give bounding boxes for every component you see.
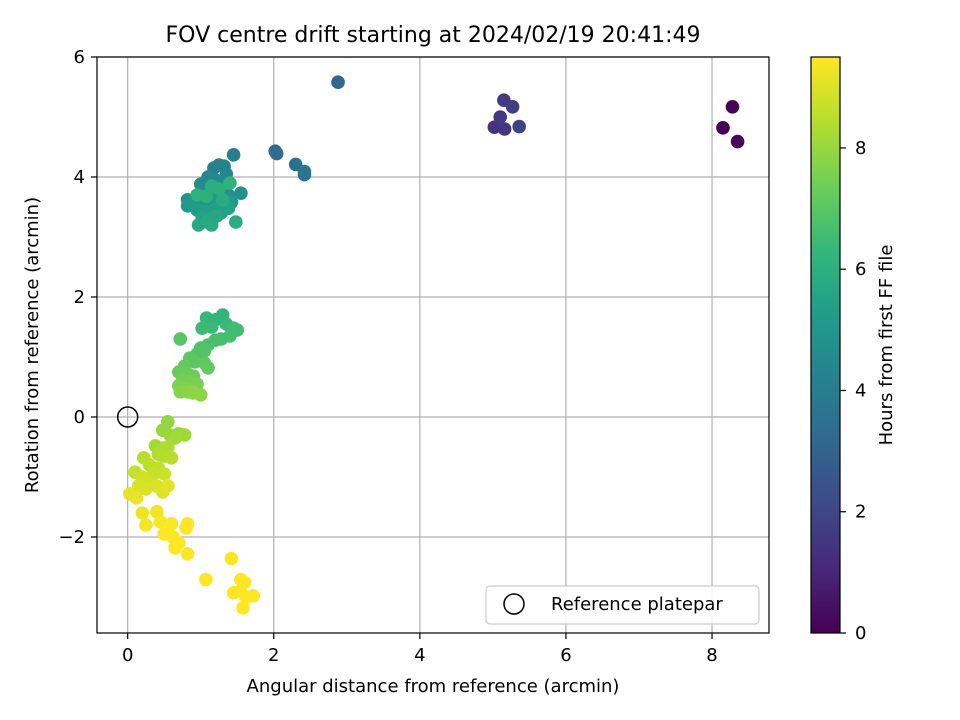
data-point bbox=[190, 188, 204, 202]
colorbar-tick-label: 6 bbox=[855, 259, 866, 280]
data-point bbox=[204, 218, 219, 232]
y-tick-label: 2 bbox=[74, 287, 85, 308]
y-tick-label: 6 bbox=[74, 47, 85, 68]
data-point bbox=[139, 518, 153, 532]
data-point bbox=[161, 479, 175, 493]
data-point bbox=[234, 186, 248, 200]
x-tick-label: 8 bbox=[706, 645, 717, 666]
colorbar-tick-label: 0 bbox=[855, 623, 866, 644]
data-point bbox=[168, 541, 182, 555]
data-point bbox=[236, 601, 250, 615]
data-point bbox=[201, 361, 215, 375]
data-point bbox=[223, 176, 237, 190]
y-tick-label: −2 bbox=[58, 527, 85, 548]
data-point bbox=[186, 386, 201, 400]
data-point bbox=[129, 491, 144, 505]
data-point bbox=[173, 332, 188, 346]
x-tick-label: 2 bbox=[268, 645, 279, 666]
data-point bbox=[297, 164, 312, 179]
colorbar-tick-label: 2 bbox=[855, 502, 866, 523]
chart-title: FOV centre drift starting at 2024/02/19 … bbox=[166, 23, 701, 48]
data-point bbox=[224, 551, 239, 566]
plot-frame bbox=[96, 56, 770, 634]
data-point bbox=[331, 75, 345, 89]
data-point bbox=[180, 517, 195, 531]
data-point bbox=[139, 482, 153, 496]
data-point bbox=[493, 110, 508, 124]
colorbar-label: Hours from first FF file bbox=[876, 245, 897, 446]
legend-box bbox=[485, 585, 760, 625]
reference-platepar-marker bbox=[116, 406, 139, 428]
x-axis-label: Angular distance from reference (arcmin) bbox=[247, 676, 620, 697]
y-axis-ticks: −2 0 2 4 6 bbox=[58, 47, 97, 548]
legend: Reference platepar bbox=[485, 585, 760, 625]
data-point bbox=[725, 100, 740, 114]
data-point bbox=[269, 146, 284, 161]
legend-marker bbox=[503, 593, 525, 615]
data-point bbox=[168, 431, 182, 445]
data-point bbox=[164, 517, 179, 531]
data-point bbox=[150, 505, 164, 519]
data-point bbox=[226, 148, 241, 162]
data-point bbox=[197, 344, 212, 358]
x-axis-ticks: 0 2 4 6 8 bbox=[122, 633, 718, 666]
data-point bbox=[716, 121, 730, 135]
data-point bbox=[164, 451, 179, 465]
colorbar-tick-label: 4 bbox=[855, 380, 866, 401]
y-tick-label: 0 bbox=[74, 407, 85, 428]
y-axis-label: Rotation from reference (arcmin) bbox=[22, 197, 43, 493]
colorbar-tick-label: 8 bbox=[855, 138, 866, 159]
y-tick-label: 4 bbox=[74, 167, 85, 188]
data-point bbox=[195, 321, 209, 336]
data-point bbox=[215, 193, 230, 207]
data-point bbox=[487, 120, 502, 134]
colorbar-gradient bbox=[810, 56, 841, 634]
data-point bbox=[512, 119, 526, 134]
data-point bbox=[153, 515, 168, 529]
data-point bbox=[157, 467, 171, 481]
data-point bbox=[246, 589, 261, 603]
data-point bbox=[135, 506, 150, 520]
reference-marker bbox=[116, 406, 139, 428]
x-tick-label: 6 bbox=[560, 645, 571, 666]
data-point bbox=[730, 134, 745, 149]
data-point bbox=[180, 547, 195, 561]
colorbar-ticks: 0 2 4 6 8 bbox=[840, 138, 866, 644]
data-point bbox=[204, 179, 219, 193]
colorbar: 0 2 4 6 8 Hours from first FF file bbox=[810, 56, 897, 644]
data-point bbox=[199, 572, 213, 587]
data-point bbox=[228, 215, 243, 229]
x-tick-label: 0 bbox=[122, 645, 133, 666]
data-point bbox=[505, 100, 520, 114]
x-tick-label: 4 bbox=[414, 645, 425, 666]
legend-label: Reference platepar bbox=[551, 594, 723, 615]
data-points bbox=[123, 75, 745, 615]
data-point bbox=[497, 122, 512, 136]
